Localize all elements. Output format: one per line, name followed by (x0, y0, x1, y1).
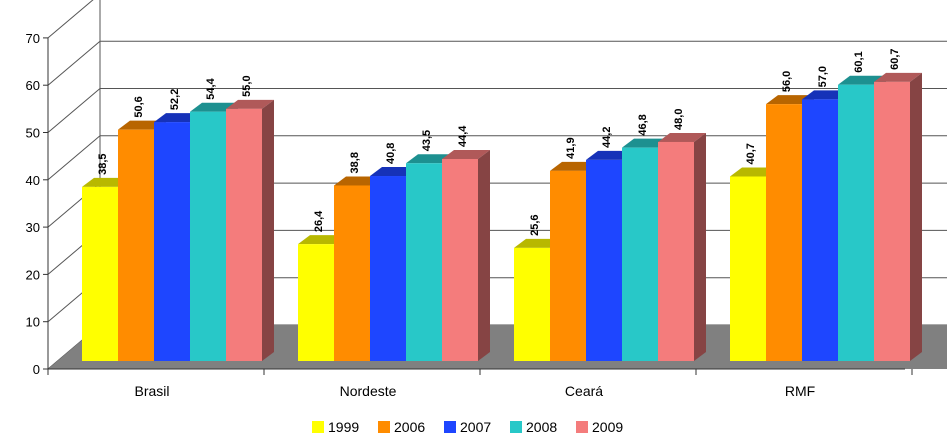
bar (118, 129, 154, 361)
bar (298, 244, 334, 361)
bar (442, 158, 478, 361)
data-label: 44,4 (457, 125, 469, 147)
legend-swatch (378, 421, 390, 433)
category-label: Nordeste (340, 383, 397, 399)
data-label: 40,7 (745, 143, 757, 164)
bar (838, 84, 874, 362)
data-label: 52,2 (169, 89, 181, 110)
gridline-side (47, 88, 101, 133)
data-label: 41,9 (565, 137, 577, 158)
y-tick-label: 60 (26, 78, 40, 93)
bar-top (874, 72, 922, 82)
y-tick-label: 20 (26, 267, 40, 282)
bar (550, 170, 586, 361)
y-tick-label: 0 (33, 362, 40, 377)
bar-side (478, 149, 490, 361)
category-label: Ceará (565, 383, 603, 399)
data-label: 40,8 (385, 143, 397, 164)
data-label: 56,0 (781, 71, 793, 92)
bar (370, 176, 406, 361)
data-label: 54,4 (205, 77, 217, 99)
category-label: RMF (785, 383, 815, 399)
data-label: 43,5 (421, 130, 433, 151)
x-axis-labels: Brasil Nordeste Ceará RMF (134, 383, 815, 399)
bar (658, 141, 694, 361)
legend-label: 2009 (592, 419, 623, 435)
bar (226, 108, 262, 361)
bar-top (226, 99, 274, 109)
category-label: Brasil (134, 383, 169, 399)
y-tick-label: 40 (26, 173, 40, 188)
bar (190, 111, 226, 361)
legend-swatch (444, 421, 456, 433)
y-tick-label: 10 (26, 315, 40, 330)
data-label: 57,0 (817, 66, 829, 87)
bar (334, 185, 370, 361)
gridline-side (47, 0, 94, 39)
legend-label: 2008 (526, 419, 557, 435)
bar (514, 247, 550, 361)
bar-side (262, 99, 274, 361)
legend-label: 1999 (328, 419, 359, 435)
data-label: 46,8 (637, 114, 649, 135)
bar (622, 147, 658, 361)
bar-top (658, 132, 706, 142)
legend-swatch (576, 421, 588, 433)
legend-label: 2007 (460, 419, 491, 435)
y-tick-label: 30 (26, 220, 40, 235)
data-label: 26,4 (313, 210, 325, 232)
bar (730, 176, 766, 361)
bar-side (694, 132, 706, 361)
bar (154, 122, 190, 362)
gridline-side (47, 135, 101, 181)
data-label: 60,7 (889, 48, 901, 69)
legend: 1999 2006 2007 2008 2009 (312, 419, 623, 435)
data-label: 60,1 (853, 51, 865, 72)
bar (874, 81, 910, 361)
data-label: 55,0 (241, 75, 253, 96)
bars: 38,5 50,6 52,2 54,4 55,0 26,4 38,8 40,8 43,5 44,4… (82, 48, 922, 362)
bar-top (442, 149, 490, 159)
data-label: 38,5 (97, 153, 109, 174)
legend-label: 2006 (394, 419, 425, 435)
y-tick-label: 50 (26, 126, 40, 141)
bar-side (910, 72, 922, 361)
bar (406, 163, 442, 361)
legend-swatch (510, 421, 522, 433)
y-axis: 0 10 20 30 40 50 60 70 (26, 31, 913, 377)
data-label: 48,0 (673, 109, 685, 130)
gridline-side (47, 40, 101, 86)
bar (802, 99, 838, 361)
bar (586, 159, 622, 361)
bar (766, 104, 802, 362)
data-label: 44,2 (601, 127, 613, 148)
data-label: 25,6 (529, 214, 541, 235)
data-label: 38,8 (349, 152, 361, 173)
bar (82, 186, 118, 361)
legend-swatch (312, 421, 324, 433)
y-tick-label: 70 (26, 31, 40, 46)
data-label: 50,6 (133, 96, 145, 117)
